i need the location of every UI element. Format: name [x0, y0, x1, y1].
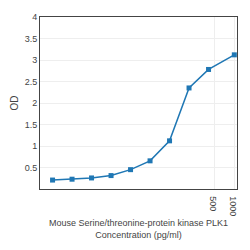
svg-text:3.5: 3.5: [25, 34, 38, 44]
svg-text:2: 2: [32, 98, 37, 108]
svg-text:4: 4: [32, 12, 37, 22]
svg-text:OD: OD: [9, 96, 20, 111]
svg-text:Mouse Serine/threonine-protein: Mouse Serine/threonine-protein kinase PL…: [49, 218, 228, 240]
svg-text:2.5: 2.5: [25, 77, 38, 87]
svg-text:500: 500: [208, 196, 218, 211]
svg-text:3: 3: [32, 55, 37, 65]
svg-text:1.5: 1.5: [25, 120, 38, 130]
svg-text:1000: 1000: [228, 196, 238, 216]
svg-text:0.5: 0.5: [25, 163, 38, 173]
svg-text:1: 1: [32, 141, 37, 151]
